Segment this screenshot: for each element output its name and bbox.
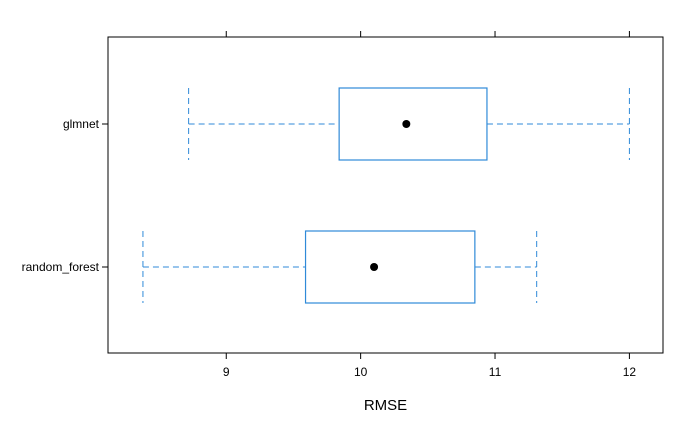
y-ticks xyxy=(102,123,108,268)
x-tick-label-0: 9 xyxy=(223,365,230,379)
x-tick-label-1: 10 xyxy=(354,365,368,379)
x-axis-title: RMSE xyxy=(364,397,407,414)
median-dot-glmnet xyxy=(402,120,411,128)
box-glmnet xyxy=(188,87,630,161)
iqr-box-random_forest xyxy=(304,230,476,304)
y-tick-labels: glmnet random_forest xyxy=(22,117,100,274)
iqr-box-glmnet xyxy=(338,87,488,161)
box-random_forest xyxy=(142,230,538,304)
x-tick-label-3: 12 xyxy=(623,365,637,379)
median-dot-random_forest xyxy=(370,263,379,271)
boxes xyxy=(142,87,630,304)
x-tick-label-2: 11 xyxy=(489,365,502,379)
x-ticks-bottom xyxy=(225,353,630,359)
y-tick-label-glmnet: glmnet xyxy=(63,117,100,131)
x-ticks-top xyxy=(225,31,630,37)
x-tick-labels: 9 10 11 12 xyxy=(223,365,636,379)
y-tick-label-random_forest: random_forest xyxy=(22,260,100,274)
plot-frame xyxy=(107,36,664,354)
